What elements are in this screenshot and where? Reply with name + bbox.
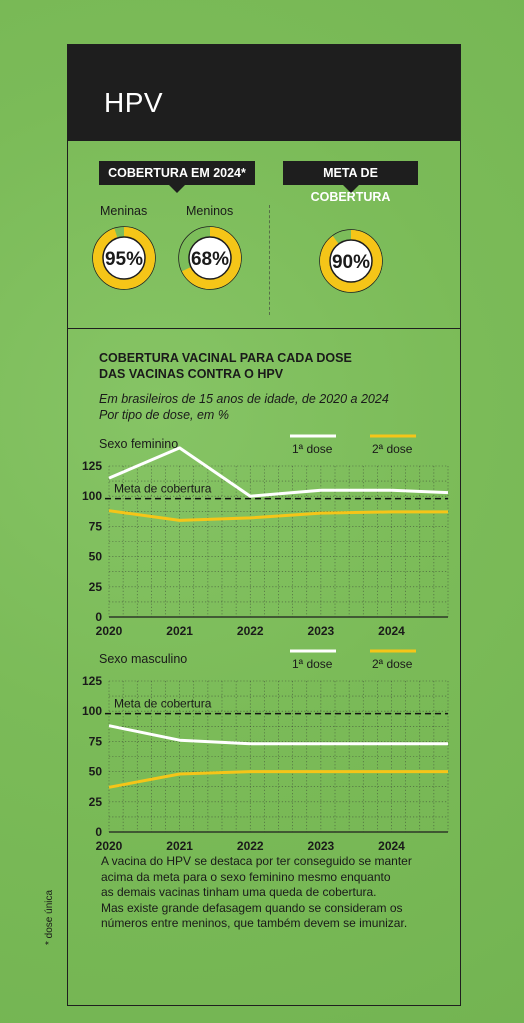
donut-charts: 95% 68% 90% [92,226,383,293]
donut-boys-value-arc [181,227,241,289]
donut-target: 90% [319,229,383,293]
footnote-text: A vacina do HPV se destaca por ter conse… [101,854,446,932]
footnote-line2: acima da meta para o sexo feminino mesmo… [101,869,391,884]
target-label: Meta de cobertura [114,697,212,711]
y-tick-label: 0 [95,825,102,839]
chart-subtitle: Sexo masculino [99,652,187,666]
coverage-2024-tag: COBERTURA EM 2024* [99,161,255,193]
x-tick-label: 2024 [378,839,405,853]
donut-label-girls: Meninas [100,204,148,218]
donut-target-center [329,239,373,283]
footnote-line4: Mas existe grande defasagem quando se co… [101,900,403,915]
y-tick-label: 50 [89,765,103,779]
grid [108,465,449,618]
y-tick-label: 75 [89,734,103,748]
y-tick-label: 25 [89,795,103,809]
donut-label-boys: Meninos [186,204,234,218]
footnote-line1: A vacina do HPV se destaca por ter conse… [101,854,412,868]
donut-target-value-label: 90% [332,252,370,273]
x-tick-label: 2023 [308,839,335,853]
donut-boys-center [188,236,232,280]
y-tick-label: 100 [82,704,102,718]
chart-section-subtitle: Em brasileiros de 15 anos de idade, de 2… [99,391,429,423]
chart-female: Sexo feminino 1ª dose 2ª dose 0 25 50 75 100 125… [82,434,449,638]
y-tick-label: 50 [89,550,103,564]
chart-subtitle: Sexo feminino [99,437,178,451]
infographic-panel: HPV COBERTURA EM 2024* META DE COBERTURA… [67,44,461,1006]
footnote-line3: as demais vacinas tinham uma queda de co… [101,885,377,899]
legend-label-2: 2ª dose [372,657,413,671]
chart-subtitle-line1: Em brasileiros de 15 anos de idade, de 2… [99,392,389,406]
y-tick-label: 25 [89,580,103,594]
donut-boys-value-label: 68% [191,249,229,270]
target-coverage-tag: META DE COBERTURA [283,161,418,204]
side-note: * dose única [44,889,55,945]
donut-girls-value-arc [93,227,155,289]
footnote-line5: números entre meninos, que também devem … [101,916,408,930]
legend-label-2: 2ª dose [372,442,413,456]
donut-girls-value-label: 95% [105,249,143,270]
chart-title-line2: DAS VACINAS CONTRA O HPV [99,367,284,381]
chart-subtitle-line2: Por tipo de dose, em % [99,408,229,422]
x-tick-label: 2020 [96,839,123,853]
y-tick-label: 100 [82,489,102,503]
y-tick-label: 75 [89,519,103,533]
target-label: Meta de cobertura [114,482,212,496]
x-tick-label: 2021 [166,839,193,853]
y-tick-label: 125 [82,674,102,688]
chart-male: Sexo masculino 1ª dose 2ª dose 0 25 50 75 100 12… [82,649,449,853]
donut-boys: 68% [178,226,242,290]
page-title: HPV [104,87,164,118]
donut-target-value-arc [320,230,382,292]
x-tick-label: 2021 [166,624,193,638]
header: HPV [68,45,460,141]
donut-girls-center [102,236,146,280]
divider-vertical [269,205,270,315]
y-tick-label: 125 [82,459,102,473]
divider-horizontal [68,328,460,329]
series-line-dose-2 [108,509,448,522]
x-tick-label: 2022 [237,624,264,638]
x-tick-label: 2020 [96,624,123,638]
x-tick-label: 2023 [308,624,335,638]
series-line-dose-2 [108,770,448,789]
legend-label-1: 1ª dose [292,657,333,671]
chart-title-line1: COBERTURA VACINAL PARA CADA DOSE [99,351,352,365]
series-line-dose-1 [108,446,449,498]
y-tick-label: 0 [95,610,102,624]
x-tick-label: 2022 [237,839,264,853]
x-tick-label: 2024 [378,624,405,638]
series-line-dose-1 [108,724,448,746]
donut-girls: 95% [92,226,156,290]
chart-section-title: COBERTURA VACINAL PARA CADA DOSE DAS VAC… [99,350,429,382]
legend-label-1: 1ª dose [292,442,333,456]
